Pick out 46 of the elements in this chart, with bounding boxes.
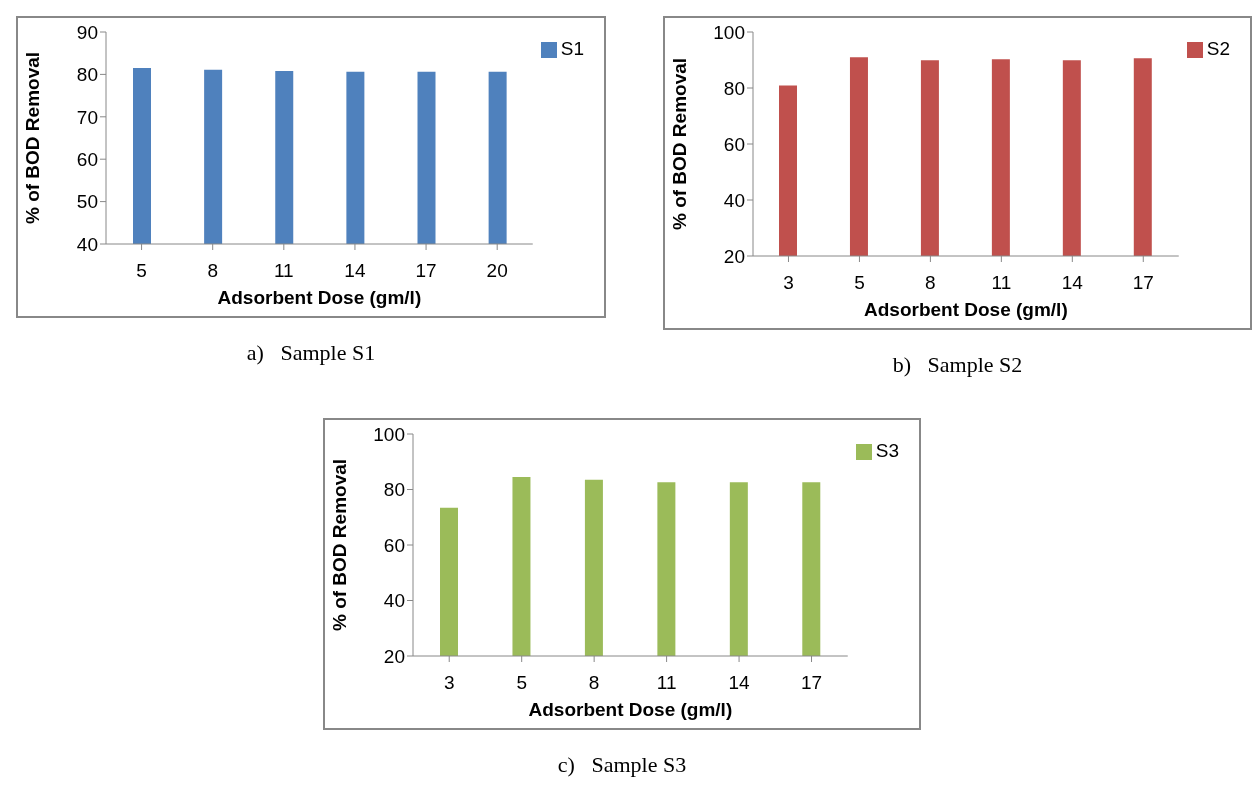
x-tick-label: 17 xyxy=(800,672,823,694)
y-tick-label: 80 xyxy=(383,479,405,501)
x-tick-label: 17 xyxy=(1132,272,1154,294)
text: a) Sample S1 xyxy=(245,340,377,366)
x-tick-label: 11 xyxy=(991,272,1012,294)
y-tick-label: 70 xyxy=(76,106,98,128)
x-tick-label: 14 xyxy=(344,260,366,282)
x-tick-label: 8 xyxy=(207,260,218,282)
y-tick-label: 80 xyxy=(723,77,745,99)
text: b) Sample S2 xyxy=(891,352,1024,378)
x-axis-title: Adsorbent Dose (gm/l) xyxy=(528,699,733,720)
x-tick-label: 5 xyxy=(516,672,527,694)
x-tick-label: 3 xyxy=(443,672,455,694)
y-tick-label: 60 xyxy=(76,148,98,170)
text: c) Sample S3 xyxy=(556,752,688,778)
x-tick-label: 8 xyxy=(588,672,600,694)
y-tick-label: 50 xyxy=(76,191,98,213)
x-tick-label: 20 xyxy=(486,260,508,282)
legend-label: S3 xyxy=(875,440,899,461)
x-tick-label: 14 xyxy=(1061,272,1084,294)
legend-label: S2 xyxy=(1206,38,1230,59)
y-tick-label: 60 xyxy=(383,534,405,556)
y-tick-label: 40 xyxy=(76,233,98,255)
y-tick-label: 40 xyxy=(383,590,405,612)
y-tick-label: 20 xyxy=(723,245,745,267)
x-tick-label: 11 xyxy=(273,260,294,282)
x-tick-label: 3 xyxy=(783,272,794,294)
y-axis-title: % of BOD Removal xyxy=(328,458,350,632)
x-tick-label: 8 xyxy=(925,272,936,294)
x-tick-label: 14 xyxy=(728,672,751,694)
y-axis-title: % of BOD Removal xyxy=(21,51,43,225)
y-tick-label: 80 xyxy=(76,64,98,86)
y-tick-label: 90 xyxy=(76,21,98,43)
y-tick-label: 20 xyxy=(383,645,405,667)
y-tick-label: 100 xyxy=(713,21,745,43)
x-tick-label: 17 xyxy=(415,260,437,282)
y-axis-title: % of BOD Removal xyxy=(668,57,690,231)
y-tick-label: 100 xyxy=(373,423,405,445)
x-tick-label: 5 xyxy=(854,272,865,294)
y-tick-label: 40 xyxy=(723,189,745,211)
x-tick-label: 5 xyxy=(136,260,147,282)
x-axis-title: Adsorbent Dose (gm/l) xyxy=(217,287,422,308)
x-axis-title: Adsorbent Dose (gm/l) xyxy=(864,299,1068,320)
y-tick-label: 60 xyxy=(723,133,745,155)
legend-label: S1 xyxy=(560,38,584,59)
x-tick-label: 11 xyxy=(656,672,677,694)
